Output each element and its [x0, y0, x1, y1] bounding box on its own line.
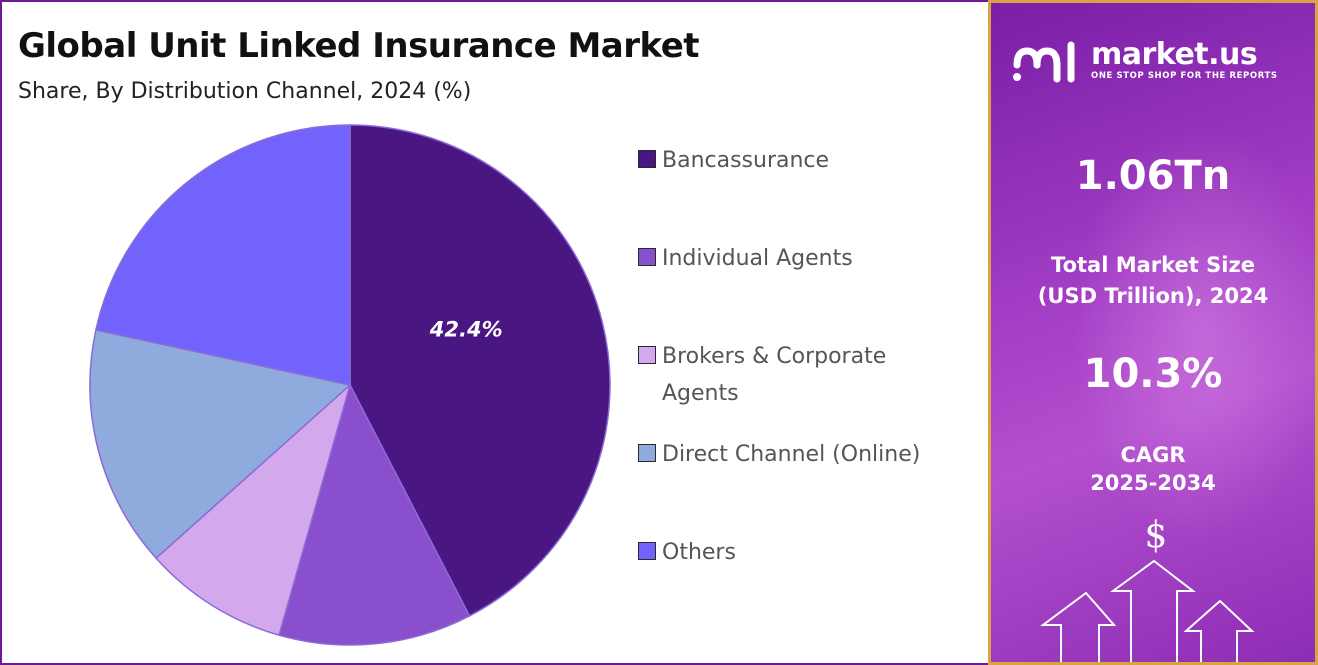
- legend-label: Others: [662, 540, 736, 565]
- legend-item: Others: [638, 534, 962, 571]
- legend-swatch: [638, 346, 656, 364]
- chart-subtitle: Share, By Distribution Channel, 2024 (%): [18, 79, 472, 104]
- pie-slice-direct-channel-online: [89, 328, 352, 560]
- brand-logo-icon: [1013, 41, 1075, 83]
- legend-item: Bancassurance: [638, 142, 962, 179]
- pie-slice-others: [95, 124, 351, 386]
- pie-chart: 42.4%: [89, 124, 611, 646]
- brand-tagline: ONE STOP SHOP FOR THE REPORTS: [1091, 71, 1278, 81]
- legend-label: Individual Agents: [662, 246, 853, 271]
- legend-item: Direct Channel (Online): [638, 436, 962, 473]
- growth-arrows-icon: [1039, 559, 1255, 662]
- chart-title: Global Unit Linked Insurance Market: [18, 26, 700, 66]
- legend-label: Brokers & Corporate Agents: [662, 344, 887, 406]
- dollar-icon: $: [1144, 515, 1168, 556]
- legend-item: Brokers & Corporate Agents: [638, 338, 962, 412]
- pie-slice-individual-agents: [278, 382, 471, 646]
- legend-swatch: [638, 542, 656, 560]
- cagr-label-line1: CAGR: [1120, 443, 1186, 467]
- summary-sidebar: market.us ONE STOP SHOP FOR THE REPORTS …: [988, 0, 1318, 665]
- chart-panel: Global Unit Linked Insurance Market Shar…: [0, 0, 988, 665]
- market-size-label-line1: Total Market Size: [1051, 253, 1255, 277]
- cagr-value: 10.3%: [1083, 351, 1223, 397]
- legend-swatch: [638, 150, 656, 168]
- legend-swatch: [638, 248, 656, 266]
- pie-slice-bancassurance: [349, 124, 611, 617]
- market-size-label-line2: (USD Trillion), 2024: [1037, 284, 1269, 308]
- market-size-value: 1.06Tn: [1075, 153, 1231, 199]
- legend-item: Individual Agents: [638, 240, 962, 277]
- pie-slice-brokers-corporate-agents: [154, 382, 352, 637]
- background-glow: [1071, 123, 1315, 543]
- cagr-label-line2: 2025-2034: [1090, 471, 1216, 495]
- legend-label: Direct Channel (Online): [662, 442, 921, 467]
- brand-logo: market.us ONE STOP SHOP FOR THE REPORTS: [1011, 35, 1278, 85]
- legend-swatch: [638, 444, 656, 462]
- brand-name: market.us: [1091, 37, 1258, 72]
- pie-data-label: 42.4%: [429, 318, 503, 342]
- legend-label: Bancassurance: [662, 148, 830, 173]
